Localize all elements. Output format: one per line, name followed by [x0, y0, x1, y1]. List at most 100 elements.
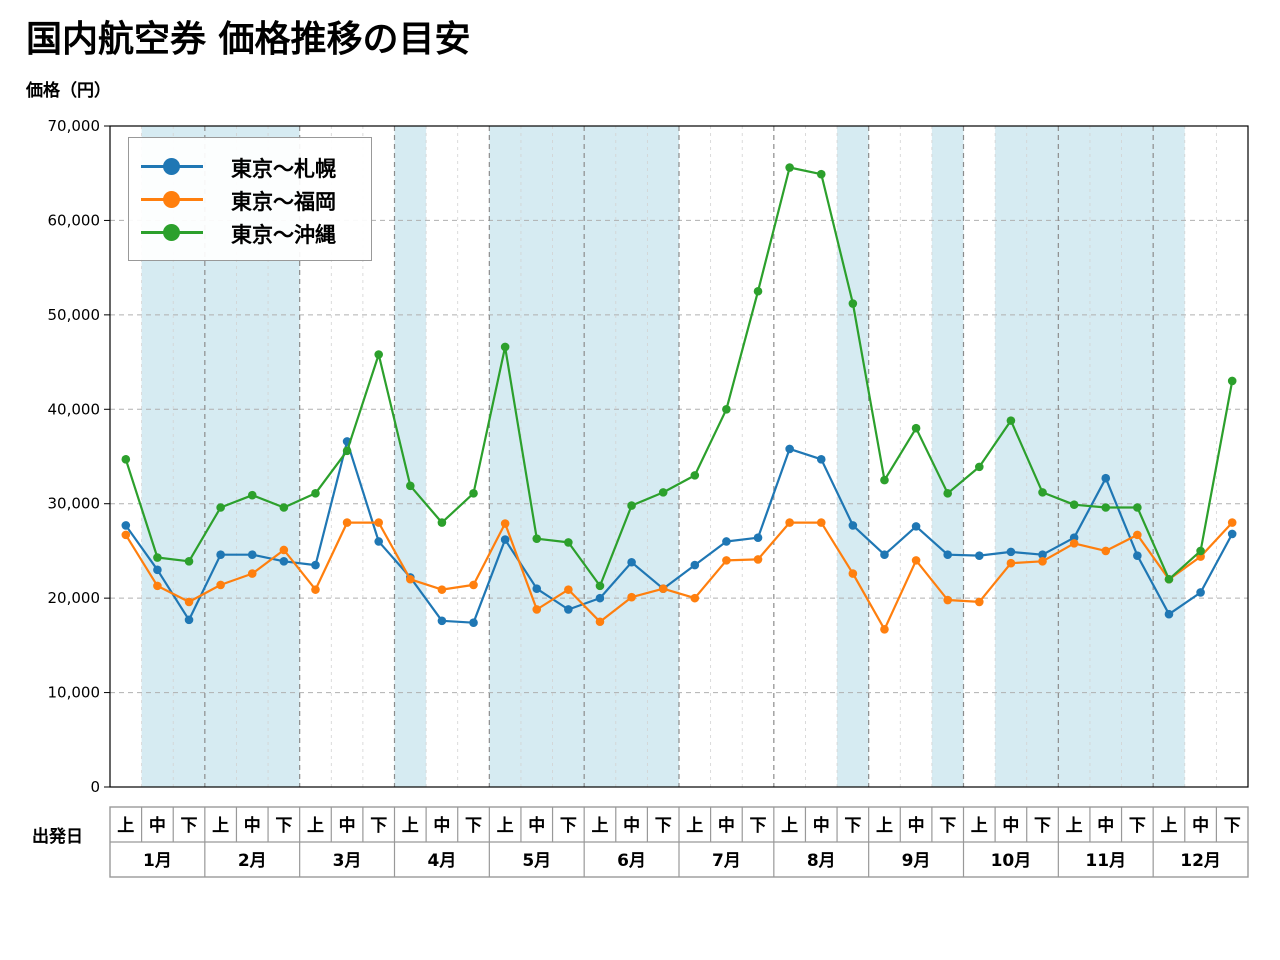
point-s1-15 [595, 617, 605, 627]
period-cell-31: 中 [1097, 815, 1114, 836]
legend-marker-sapporo [163, 158, 180, 175]
legend-label-fukuoka: 東京〜福岡 [231, 190, 336, 214]
legend: 東京〜札幌 東京〜福岡 東京〜沖縄 [128, 137, 372, 261]
point-s2-0 [121, 455, 131, 464]
point-s1-22 [816, 518, 826, 527]
point-s0-28 [1006, 547, 1016, 557]
point-s1-17 [658, 584, 668, 593]
legend-label-sapporo: 東京〜札幌 [231, 157, 336, 181]
point-s0-24 [880, 550, 889, 560]
y-tick-label-6: 60,000 [48, 211, 101, 229]
point-s1-24 [880, 625, 889, 634]
point-s1-4 [247, 569, 257, 578]
point-s2-21 [785, 163, 794, 172]
point-s0-26 [943, 550, 952, 560]
point-s1-29 [1038, 557, 1047, 566]
y-tick-label-5: 50,000 [48, 306, 101, 324]
period-cell-3: 上 [212, 816, 229, 836]
point-s2-19 [722, 404, 731, 414]
series-line-2 [124, 166, 1234, 588]
point-s2-31 [1101, 503, 1111, 512]
period-cell-23: 下 [844, 816, 861, 836]
period-cell-34: 中 [1192, 815, 1209, 836]
y-tick-label-7: 70,000 [48, 117, 101, 135]
point-s0-21 [785, 444, 794, 454]
point-s0-34 [1196, 588, 1205, 597]
period-cell-4: 中 [244, 815, 261, 836]
period-cell-15: 上 [591, 816, 608, 836]
point-s2-27 [975, 462, 984, 472]
point-s0-0 [121, 521, 131, 530]
point-s2-23 [848, 299, 858, 308]
y-tick-label-4: 40,000 [48, 400, 101, 418]
legend-marker-okinawa [163, 224, 180, 241]
series-line-1 [124, 521, 1234, 631]
month-cell-11: 12月 [1180, 851, 1221, 871]
period-cell-13: 中 [528, 815, 545, 836]
month-cell-9: 10月 [991, 851, 1032, 871]
point-s1-27 [975, 597, 984, 607]
y-tick-label-1: 10,000 [48, 684, 101, 702]
period-cell-21: 上 [781, 816, 798, 836]
legend-item-sapporo: 東京〜札幌 [129, 150, 371, 184]
point-s0-2 [184, 615, 194, 625]
point-s0-8 [374, 537, 383, 546]
point-s1-12 [500, 519, 510, 528]
period-cell-19: 中 [718, 815, 735, 836]
month-cell-0: 1月 [143, 851, 172, 871]
point-s2-14 [564, 538, 573, 547]
point-s0-1 [153, 565, 162, 575]
legend-label-okinawa: 東京〜沖縄 [231, 223, 336, 247]
point-s0-11 [469, 618, 478, 627]
legend-item-fukuoka: 東京〜福岡 [129, 183, 371, 217]
point-s2-9 [406, 481, 415, 491]
point-s2-28 [1006, 416, 1016, 425]
period-cell-25: 中 [908, 815, 925, 836]
point-s0-25 [911, 522, 921, 531]
period-cell-14: 下 [560, 816, 577, 836]
point-s0-5 [279, 557, 289, 566]
period-cell-24: 上 [876, 816, 893, 836]
point-s0-15 [595, 593, 605, 603]
point-s1-18 [690, 593, 700, 603]
point-s2-18 [690, 471, 700, 480]
chart-title: 国内航空券 価格推移の目安 [26, 19, 471, 60]
point-s1-16 [627, 592, 636, 602]
axes: 0 10,000 20,000 30,000 40,000 50,000 60,000 70,… [48, 117, 1249, 796]
period-cell-26: 下 [939, 816, 956, 836]
grid-lines [110, 126, 1248, 787]
highlight-band-5 [931, 126, 964, 787]
point-s1-28 [1006, 558, 1016, 568]
point-s2-32 [1133, 503, 1142, 512]
y-tick-label-3: 30,000 [48, 495, 101, 513]
point-s2-16 [627, 501, 636, 510]
series-group [121, 163, 1237, 634]
point-s0-20 [753, 533, 763, 543]
month-cell-10: 11月 [1085, 851, 1126, 871]
point-s2-3 [216, 503, 225, 512]
period-cell-2: 下 [181, 816, 198, 836]
point-s2-20 [753, 286, 763, 296]
point-s0-12 [500, 535, 510, 544]
point-s2-4 [247, 490, 257, 500]
period-cell-9: 上 [402, 816, 419, 836]
point-s1-21 [785, 518, 794, 527]
point-s2-34 [1196, 546, 1205, 556]
period-cell-17: 下 [655, 816, 672, 836]
month-cell-3: 4月 [427, 851, 456, 871]
month-cell-5: 6月 [617, 851, 646, 871]
point-s0-18 [690, 560, 700, 570]
period-cell-10: 中 [433, 815, 450, 836]
point-s2-8 [374, 350, 383, 359]
month-cell-6: 7月 [712, 851, 741, 871]
point-s1-5 [279, 545, 289, 555]
point-s1-2 [184, 597, 194, 607]
departure-label: 出発日 [32, 827, 83, 847]
point-s0-3 [216, 550, 225, 560]
y-tick-label-0: 0 [90, 778, 100, 796]
point-s1-19 [722, 556, 731, 565]
point-s2-33 [1164, 574, 1174, 584]
plot-frame [109, 125, 1249, 788]
period-cell-12: 上 [497, 816, 514, 836]
point-s2-24 [880, 475, 889, 485]
